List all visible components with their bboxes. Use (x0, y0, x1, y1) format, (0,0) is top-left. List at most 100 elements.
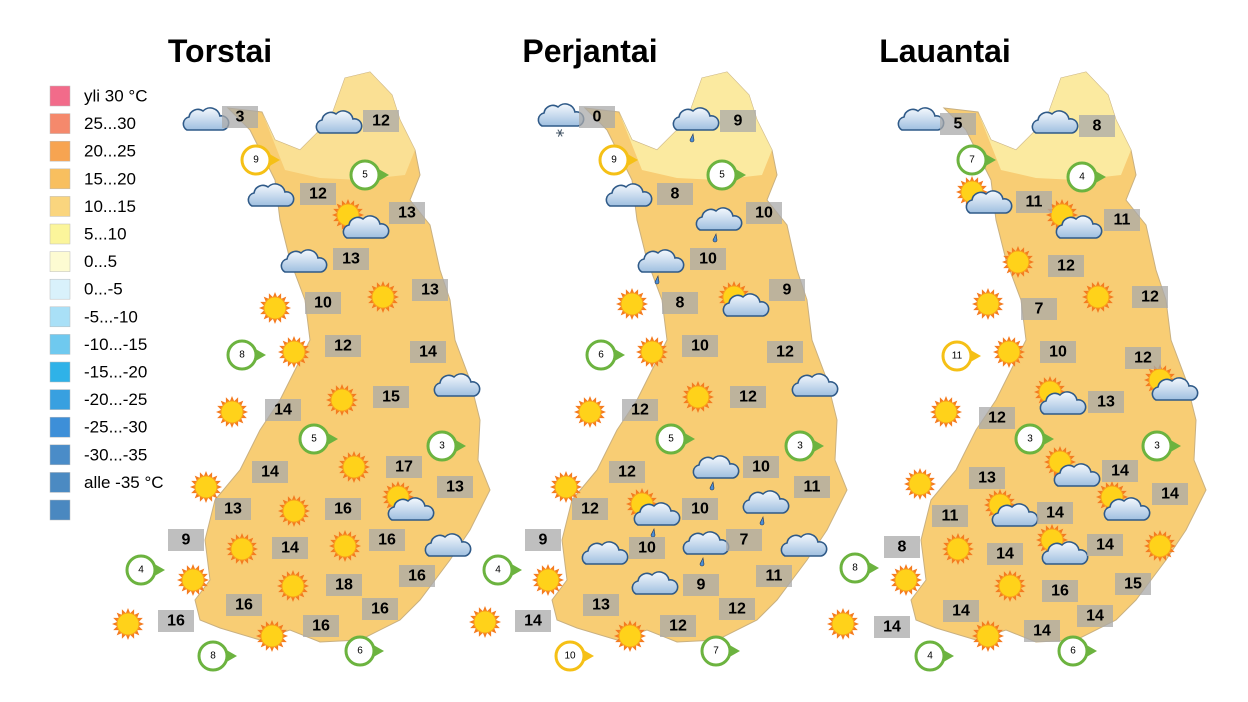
sun-disc (194, 475, 218, 499)
temp-box (363, 110, 399, 132)
sun-disc (263, 296, 287, 320)
temperature: 16 (371, 601, 389, 618)
wind-speed: 6 (1070, 646, 1076, 657)
wind-speed: 6 (357, 646, 363, 657)
legend-swatch (49, 334, 71, 355)
sun-disc (116, 612, 140, 636)
wind-speed: 4 (927, 651, 933, 662)
sun-disc (640, 340, 664, 364)
sun-disc (1086, 285, 1110, 309)
cloud-icon (1039, 391, 1087, 415)
wind-speed: 7 (713, 646, 719, 657)
temp-box (940, 113, 976, 135)
temp-box (794, 476, 830, 498)
legend-swatch (49, 140, 71, 162)
cloud-icon (247, 183, 295, 207)
sun-disc (946, 537, 970, 561)
cloud-shape (631, 571, 679, 595)
cloud-shape (182, 107, 230, 131)
temperature: 14 (1033, 623, 1051, 640)
cloud-icon (537, 103, 585, 137)
wind-badge (655, 423, 687, 455)
temperature: 12 (1134, 350, 1152, 367)
temp-box (1104, 209, 1140, 231)
wind-speed: 6 (598, 350, 604, 361)
temperature: 18 (335, 577, 353, 594)
cloud-shape (722, 293, 770, 317)
temp-box (272, 537, 308, 559)
sun-icon (616, 288, 648, 320)
wind-badge (349, 159, 381, 191)
temp-box (1042, 580, 1078, 602)
temp-box (265, 399, 301, 421)
rain-drop (654, 275, 660, 285)
temp-box (1016, 191, 1052, 213)
sun-icon (930, 396, 962, 428)
sun-icon (367, 281, 399, 313)
temp-box (730, 386, 766, 408)
temperature: 13 (1097, 394, 1115, 411)
wind-badge (700, 635, 732, 667)
temperature: 9 (734, 113, 743, 130)
cloud-icon (897, 107, 945, 131)
temp-box (657, 183, 693, 205)
temp-box (719, 598, 755, 620)
sun-icon (469, 606, 501, 638)
sun-icon (636, 336, 668, 368)
temperature: 12 (334, 338, 352, 355)
temperature: 8 (676, 295, 685, 312)
temp-box (168, 529, 204, 551)
temp-box (690, 248, 726, 270)
wind-speed: 4 (495, 565, 501, 576)
temp-box (222, 106, 258, 128)
wind-badge (784, 430, 816, 462)
wind-speed: 8 (210, 651, 216, 662)
cloud-icon (722, 293, 770, 317)
temp-box (399, 565, 435, 587)
temp-box (215, 498, 251, 520)
temp-box (932, 505, 968, 527)
temperature: 15 (382, 389, 400, 406)
temperature: 10 (1049, 344, 1067, 361)
temperature: 16 (334, 501, 352, 518)
temp-box (682, 335, 718, 357)
cloud-shape (537, 103, 585, 127)
legend-swatch (49, 361, 71, 383)
temperature: 14 (281, 540, 299, 557)
legend-swatch (49, 196, 71, 217)
cloud-shape (633, 502, 681, 526)
wind-speed: 9 (253, 155, 259, 166)
temperature: 14 (261, 464, 279, 481)
temp-box (746, 202, 782, 224)
legend-swatch (49, 113, 71, 134)
temp-box (579, 106, 615, 128)
cloud-icon (791, 373, 839, 397)
temperature: 13 (592, 597, 610, 614)
snow-flake (557, 129, 563, 137)
temperature: 12 (309, 186, 327, 203)
temperature: 16 (408, 568, 426, 585)
wind-speed: 3 (1027, 434, 1033, 445)
temp-box (386, 456, 422, 478)
temperature: 12 (669, 618, 687, 635)
temperature: 14 (419, 344, 437, 361)
temperature: 13 (398, 205, 416, 222)
cloud-shape (581, 541, 629, 565)
cloud-icon (695, 207, 743, 243)
wind-badge (914, 640, 946, 672)
temperature: 13 (224, 501, 242, 518)
temp-box (369, 529, 405, 551)
temp-box (969, 467, 1005, 489)
legend-label: 5...10 (84, 224, 127, 243)
temp-box (622, 399, 658, 421)
temp-box (525, 529, 561, 551)
legend-swatch (49, 168, 71, 190)
wind-badge (240, 144, 272, 176)
cloud-icon (637, 249, 685, 285)
wind-badge (585, 339, 617, 371)
legend-label: -15...-20 (84, 362, 147, 381)
temp-box (583, 594, 619, 616)
cloud-icon (631, 571, 679, 595)
temp-box (726, 529, 762, 551)
wind-speed: 3 (797, 441, 803, 452)
